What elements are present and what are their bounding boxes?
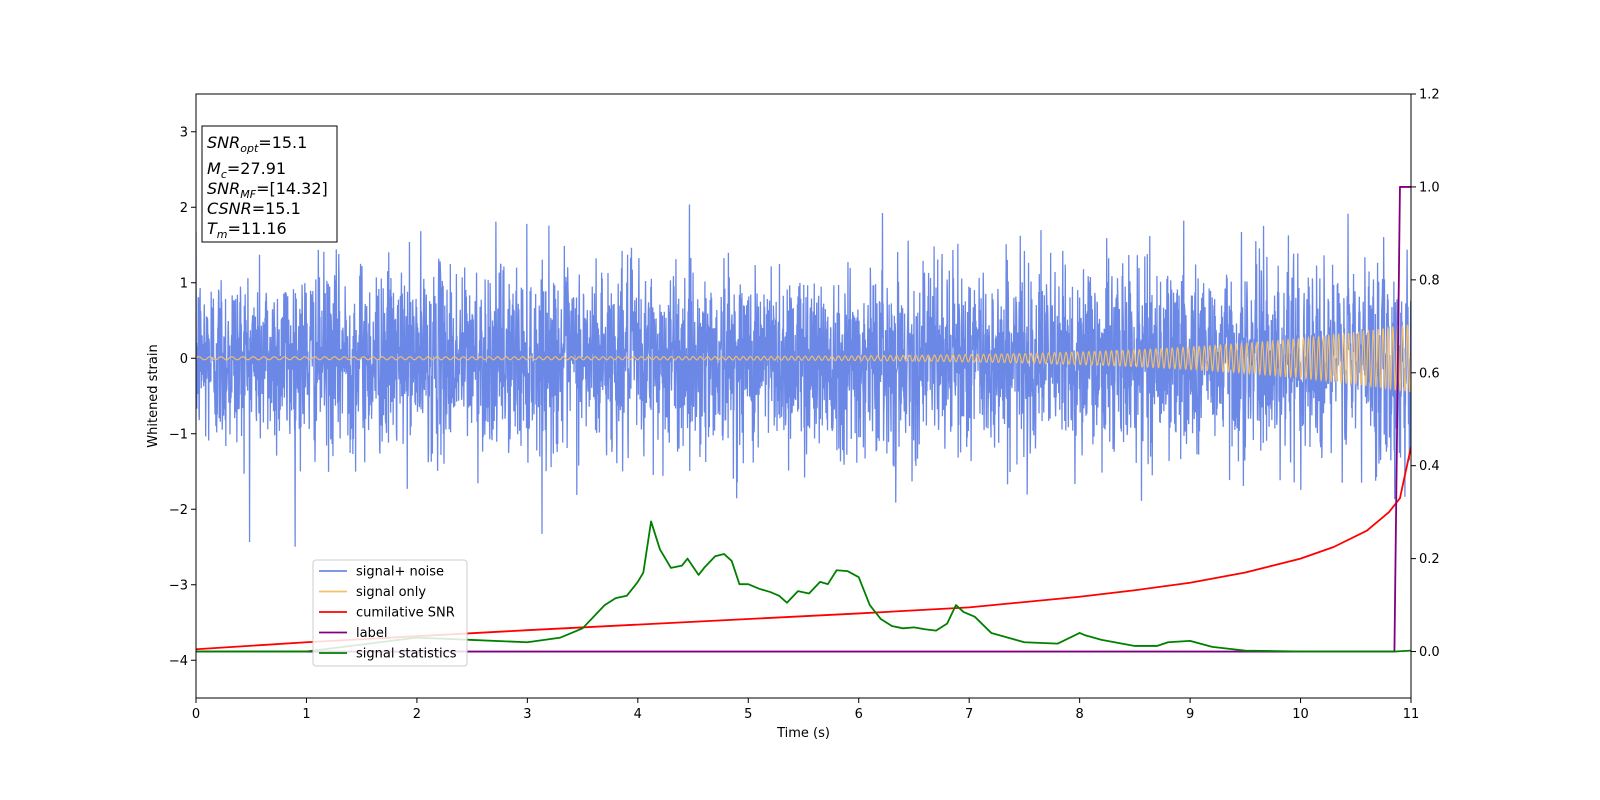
y-tick-label: 0: [180, 352, 188, 367]
y2-tick-label: 1.2: [1419, 88, 1440, 103]
x-tick-label: 1: [302, 707, 310, 722]
y2-tick-label: 0.0: [1419, 645, 1440, 660]
x-tick-label: 4: [634, 707, 642, 722]
x-axis-label: Time (s): [776, 726, 830, 741]
x-tick-label: 10: [1292, 707, 1309, 722]
x-tick-label: 6: [855, 707, 863, 722]
legend-entry: label: [356, 626, 387, 641]
legend-entry: signal statistics: [356, 647, 457, 662]
y-tick-label: 3: [180, 125, 188, 140]
y-tick-label: −4: [169, 654, 188, 669]
y-tick-label: 1: [180, 276, 188, 291]
x-tick-label: 3: [523, 707, 531, 722]
y2-tick-label: 0.8: [1419, 273, 1440, 288]
info-line: Tm=11.16: [207, 219, 287, 241]
y2-tick-label: 0.6: [1419, 366, 1440, 381]
series-signal-noise: [196, 204, 1411, 547]
info-box: SNRopt=15.1 Mc=27.91SNRMF=[14.32]CSNR=15.…: [201, 125, 338, 243]
y-axis-label: Whitened strain: [146, 344, 161, 447]
x-tick-label: 9: [1186, 707, 1194, 722]
info-line: SNRopt=15.1: [207, 133, 307, 155]
info-box-frame: [201, 125, 338, 243]
plot-frame: [195, 93, 1412, 699]
legend-entry: signal+ noise: [356, 565, 444, 580]
info-line: CSNR=15.1: [207, 199, 301, 218]
axes: 0 1 2 3 4 5 6 7 8 9 10 11 −4 −3 −2 −1 0 1 2 3 0.0 0.2 0.4 0.6 0.…: [146, 88, 1440, 742]
series-signal-only: [196, 324, 1411, 393]
y2-tick-label: 1.0: [1419, 180, 1440, 195]
x-tick-label: 2: [413, 707, 421, 722]
legend-entry: cumilative SNR: [356, 606, 455, 621]
y2-tick-label: 0.2: [1419, 552, 1440, 567]
x-tick-label: 11: [1403, 707, 1420, 722]
x-tick-label: 7: [965, 707, 973, 722]
legend-entry: signal only: [356, 585, 426, 600]
y2-tick-label: 0.4: [1419, 459, 1440, 474]
y-tick-label: −3: [169, 578, 188, 593]
y-tick-label: −2: [169, 503, 188, 518]
info-line: SNRMF=[14.32]: [207, 179, 328, 201]
info-line: Mc=27.91: [207, 159, 286, 181]
series-label: [196, 186, 1411, 653]
x-tick-label: 5: [744, 707, 752, 722]
x-tick-label: 0: [192, 707, 200, 722]
x-tick-label: 8: [1075, 707, 1083, 722]
y-tick-label: 2: [180, 201, 188, 216]
y-tick-label: −1: [169, 427, 188, 442]
series-cumilative-snr: [196, 446, 1411, 651]
plot-area: [196, 186, 1411, 653]
legend-frame: [312, 559, 468, 667]
legend: signal+ noise signal only cumilative SNR la…: [312, 559, 468, 667]
series-signal-statistics: [196, 520, 1411, 653]
